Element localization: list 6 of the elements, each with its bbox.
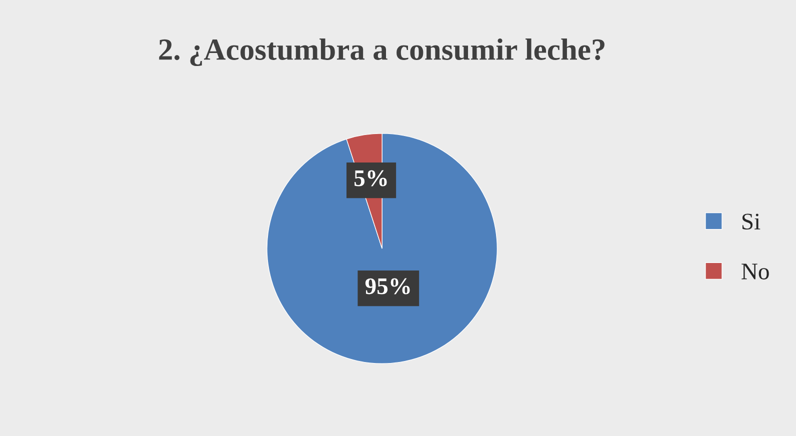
data-label: 95% (365, 278, 410, 294)
data-label: 5% (354, 170, 387, 186)
legend-label: Si (742, 214, 760, 230)
chart-title: 2. ¿Acostumbra a consumir leche? (159, 38, 604, 66)
pie-slice (266, 133, 498, 364)
legend-label: No (742, 264, 769, 280)
